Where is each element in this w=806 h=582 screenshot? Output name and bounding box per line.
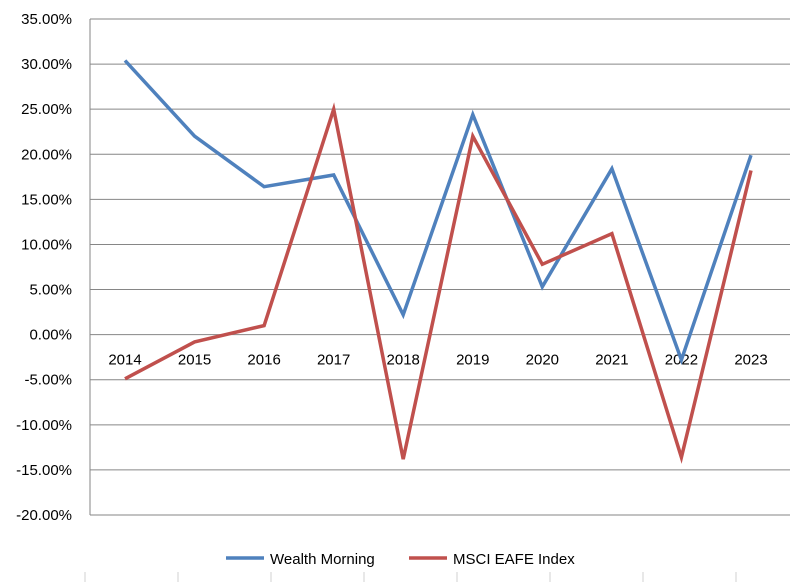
legend-label-1: MSCI EAFE Index bbox=[453, 551, 575, 568]
legend-label-0: Wealth Morning bbox=[270, 551, 375, 568]
x-tick-label: 2016 bbox=[247, 352, 280, 369]
series-lines bbox=[123, 59, 753, 464]
y-axis-tick-labels: 35.00% 30.00% 25.00% 20.00% 15.00% 10.00% 5.00… bbox=[16, 11, 72, 524]
x-tick-label: 2019 bbox=[456, 352, 489, 369]
x-tick-label: 2018 bbox=[387, 352, 420, 369]
x-tick-label: 2020 bbox=[526, 352, 559, 369]
y-tick-label: 10.00% bbox=[21, 236, 72, 253]
y-tick-label: -5.00% bbox=[24, 372, 72, 389]
y-tick-label: -15.00% bbox=[16, 462, 72, 479]
x-tick-label: 2021 bbox=[595, 352, 628, 369]
series-line-1 bbox=[124, 102, 753, 464]
x-axis-tick-labels: 2014 2015 2016 2017 2018 2019 2020 2021 2022 2023 bbox=[108, 352, 767, 369]
y-tick-label: -10.00% bbox=[16, 417, 72, 434]
x-tick-label: 2015 bbox=[178, 352, 211, 369]
y-tick-label: -20.00% bbox=[16, 507, 72, 524]
x-tick-label: 2017 bbox=[317, 352, 350, 369]
y-tick-label: 5.00% bbox=[29, 282, 72, 299]
x-tick-label: 2023 bbox=[734, 352, 767, 369]
y-tick-label: 25.00% bbox=[21, 101, 72, 118]
bottom-border-ticks bbox=[84, 572, 737, 582]
y-tick-label: 15.00% bbox=[21, 191, 72, 208]
y-tick-label: 20.00% bbox=[21, 146, 72, 163]
series-line-0 bbox=[123, 59, 753, 366]
y-tick-label: 0.00% bbox=[29, 327, 72, 344]
gridlines bbox=[89, 18, 790, 516]
y-tick-label: 30.00% bbox=[21, 56, 72, 73]
x-tick-label: 2014 bbox=[108, 352, 141, 369]
legend: Wealth Morning MSCI EAFE Index bbox=[226, 551, 575, 568]
y-tick-label: 35.00% bbox=[21, 11, 72, 28]
